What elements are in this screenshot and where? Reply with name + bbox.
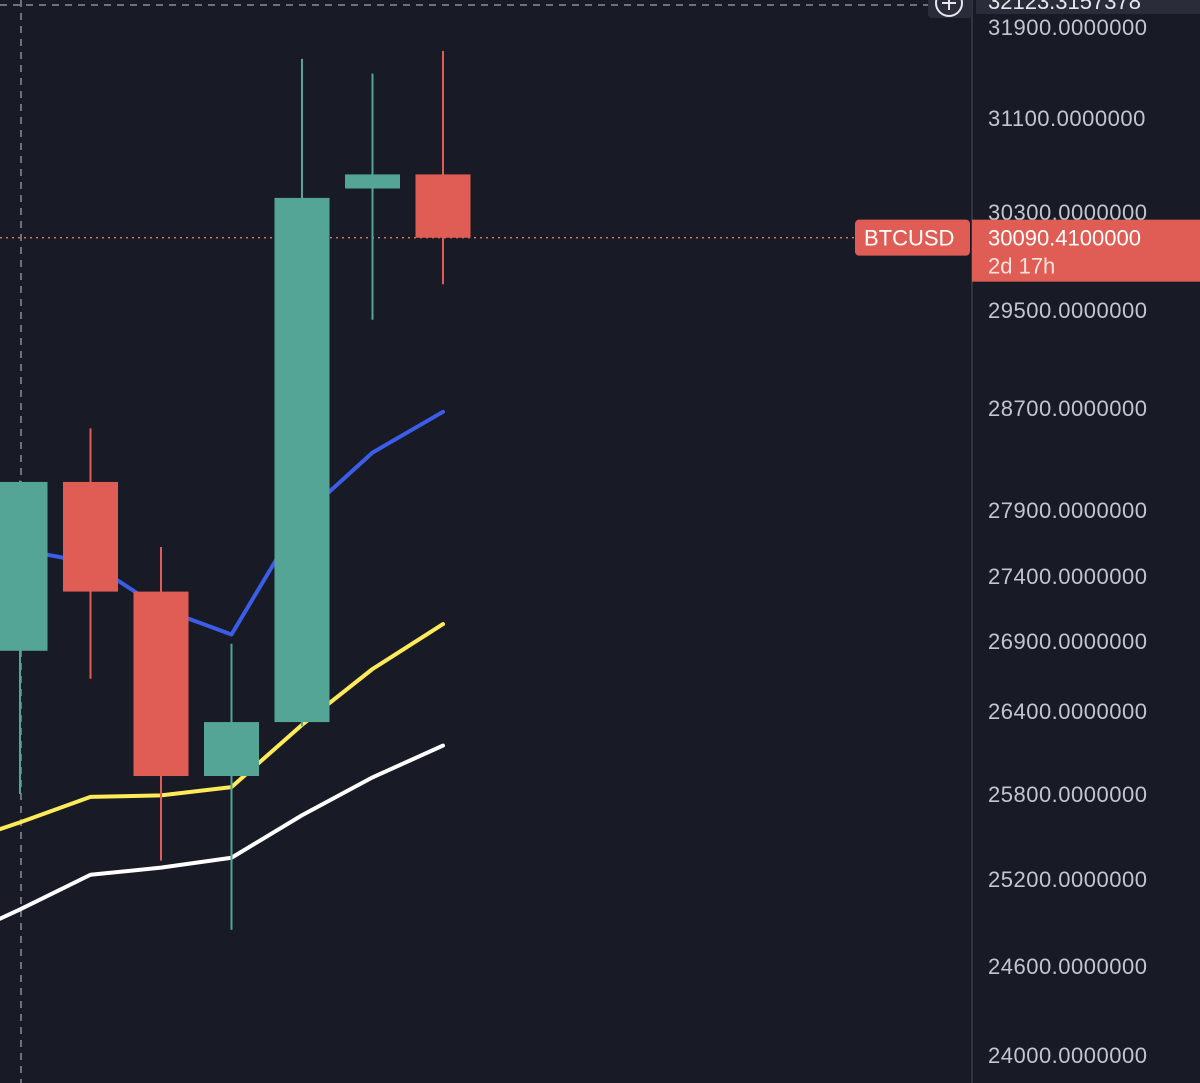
- candle-body: [63, 481, 118, 592]
- bar-countdown-text: 2d 17h: [988, 254, 1055, 279]
- candle-4[interactable]: [204, 643, 259, 930]
- plus-circle-icon: [935, 0, 963, 17]
- price-tick-label: 26900.0000000: [988, 629, 1147, 654]
- crosshair-price-readout: 32123.3157378: [976, 0, 1200, 14]
- price-tick-label: 28700.0000000: [988, 396, 1147, 421]
- price-tick-label: 31900.0000000: [988, 15, 1147, 40]
- last-price-text: 30090.4100000: [988, 226, 1141, 251]
- price-tick-label: 27900.0000000: [988, 498, 1147, 523]
- price-tick-label: 26400.0000000: [988, 699, 1147, 724]
- candle-1[interactable]: [0, 480, 48, 794]
- candle-body: [204, 722, 259, 777]
- price-tick-label: 24600.0000000: [988, 954, 1147, 979]
- candle-6[interactable]: [345, 73, 400, 320]
- candle-body: [0, 481, 48, 651]
- price-tick-label: 31100.0000000: [988, 106, 1146, 131]
- price-tick-label: 24000.0000000: [988, 1043, 1147, 1068]
- price-tick-label: 25200.0000000: [988, 867, 1147, 892]
- symbol-text: BTCUSD: [864, 226, 954, 251]
- price-tick-label: 29500.0000000: [988, 298, 1147, 323]
- candle-2[interactable]: [63, 428, 118, 679]
- candle-body: [345, 174, 400, 189]
- ema-mid-line: [0, 622, 445, 832]
- crosshair-price-text: 32123.3157378: [988, 0, 1141, 14]
- add-alert-button[interactable]: [928, 0, 972, 18]
- candle-3[interactable]: [133, 546, 189, 861]
- plot-area[interactable]: [0, 50, 972, 930]
- last-price-tag[interactable]: 30090.4100000 2d 17h: [972, 219, 1200, 282]
- candle-5[interactable]: [274, 58, 330, 727]
- ema-slow-line: [0, 743, 445, 921]
- candle-body: [274, 197, 330, 723]
- candle-body: [133, 591, 189, 777]
- price-tick-label: 27400.0000000: [988, 564, 1147, 589]
- candle-body: [415, 174, 471, 238]
- symbol-tag[interactable]: BTCUSD: [855, 219, 970, 256]
- candle-7[interactable]: [415, 50, 471, 285]
- price-tick-label: 25800.0000000: [988, 782, 1147, 807]
- price-axis[interactable]: 31900.000000031100.000000030300.00000002…: [988, 15, 1147, 1068]
